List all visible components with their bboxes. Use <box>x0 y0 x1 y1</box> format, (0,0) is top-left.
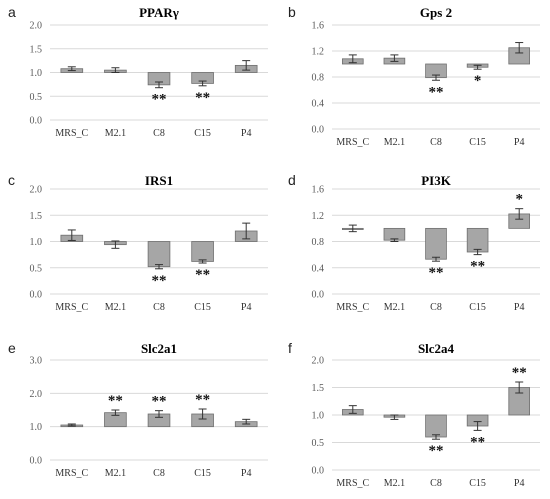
x-tick-label: MRS_C <box>336 137 369 148</box>
chart-panel-b: b Gps 2 0.0 0.4 0.8 1.2 1.6 MRS_C M2.1 C8 ** C15 * P4 <box>288 4 540 148</box>
x-tick-label: M2.1 <box>384 478 405 489</box>
chart-title: PI3K <box>421 173 452 188</box>
y-tick-label: 1.6 <box>312 21 325 32</box>
bar-c8 <box>425 227 447 260</box>
x-tick-label: P4 <box>514 302 525 313</box>
y-tick-label: 0.0 <box>30 456 43 467</box>
bar-c15 <box>191 241 214 262</box>
significance-marker: ** <box>195 90 210 106</box>
y-tick-label: 0.5 <box>30 263 43 274</box>
y-tick-label: 1.6 <box>312 185 325 196</box>
y-tick-label: 1.5 <box>312 383 325 394</box>
chart-title: Gps 2 <box>420 5 452 20</box>
chart-title: PPARγ <box>139 5 179 20</box>
bar-c15 <box>466 227 489 253</box>
significance-marker: * <box>474 73 482 89</box>
x-tick-label: MRS_C <box>336 478 369 489</box>
panel-letter: e <box>8 340 16 356</box>
y-tick-label: 0.8 <box>312 73 325 84</box>
y-tick-label: 1.0 <box>30 422 43 433</box>
x-tick-label: C8 <box>430 478 442 489</box>
y-tick-label: 3.0 <box>30 356 43 367</box>
significance-marker: ** <box>152 394 167 410</box>
panel-letter: c <box>8 172 15 188</box>
y-tick-label: 2.0 <box>30 185 43 196</box>
x-tick-label: C15 <box>194 468 211 479</box>
x-tick-label: M2.1 <box>105 468 126 479</box>
y-tick-label: 1.5 <box>30 211 43 222</box>
x-tick-label: C15 <box>469 478 486 489</box>
y-tick-label: 0.0 <box>312 125 325 136</box>
y-tick-label: 0.4 <box>312 263 325 274</box>
x-tick-label: C8 <box>153 468 165 479</box>
chart-panel-c: c IRS1 0.0 0.5 1.0 1.5 2.0 MRS_C M2.1 C8 ** C15 ** P4 <box>8 172 268 313</box>
chart-title: IRS1 <box>145 173 173 188</box>
x-tick-label: MRS_C <box>55 468 88 479</box>
x-tick-label: MRS_C <box>55 302 88 313</box>
y-tick-label: 2.0 <box>312 356 325 367</box>
significance-marker: ** <box>429 84 444 100</box>
x-tick-label: C15 <box>194 302 211 313</box>
x-tick-label: P4 <box>241 302 252 313</box>
chart-panel-f: f Slc2a4 0.0 0.5 1.0 1.5 2.0 MRS_C M2.1 C8 ** C15 **… <box>288 340 540 489</box>
chart-panel-d: d PI3K 0.0 0.4 0.8 1.2 1.6 MRS_C M2.1 C8 ** C15 ** P4… <box>288 172 540 313</box>
panel-letter: a <box>8 4 16 20</box>
x-tick-label: MRS_C <box>336 302 369 313</box>
chart-title: Slc2a1 <box>141 341 177 356</box>
x-tick-label: MRS_C <box>55 128 88 139</box>
significance-marker: ** <box>108 393 123 409</box>
y-tick-label: 0.4 <box>312 99 325 110</box>
y-tick-label: 0.0 <box>30 116 43 127</box>
significance-marker: ** <box>152 273 167 289</box>
x-tick-label: C8 <box>153 302 165 313</box>
significance-marker: ** <box>429 443 444 459</box>
x-tick-label: C15 <box>194 128 211 139</box>
y-tick-label: 0.5 <box>312 438 325 449</box>
y-tick-label: 0.0 <box>312 466 325 477</box>
y-tick-label: 1.0 <box>312 411 325 422</box>
y-tick-label: 0.0 <box>312 290 325 301</box>
x-tick-label: P4 <box>514 137 525 148</box>
y-tick-label: 1.2 <box>312 47 325 58</box>
x-tick-label: C8 <box>430 137 442 148</box>
significance-marker: ** <box>470 434 485 450</box>
y-tick-label: 0.8 <box>312 237 325 248</box>
panel-letter: b <box>288 4 296 20</box>
x-tick-label: M2.1 <box>384 137 405 148</box>
x-tick-label: P4 <box>241 128 252 139</box>
y-tick-label: 1.0 <box>30 237 43 248</box>
x-tick-label: C15 <box>469 137 486 148</box>
x-tick-label: P4 <box>241 468 252 479</box>
y-tick-label: 2.0 <box>30 389 43 400</box>
x-tick-label: M2.1 <box>105 302 126 313</box>
significance-marker: ** <box>152 92 167 108</box>
bar-c8 <box>147 241 171 268</box>
chart-panel-e: e Slc2a1 0.0 1.0 2.0 3.0 MRS_C M2.1 ** C8 ** C15 ** P… <box>8 340 268 479</box>
panel-letter: f <box>288 340 292 356</box>
chart-title: Slc2a4 <box>418 341 455 356</box>
panel-letter: d <box>288 172 296 188</box>
bar-c8 <box>425 414 447 438</box>
x-tick-label: C15 <box>469 302 486 313</box>
y-tick-label: 0.5 <box>30 92 43 103</box>
chart-panel-a: a PPARγ 0.0 0.5 1.0 1.5 2.0 MRS_C M2.1 C8 ** C15 ** P… <box>8 4 268 139</box>
y-tick-label: 2.0 <box>30 21 43 32</box>
significance-marker: ** <box>512 365 527 381</box>
significance-marker: * <box>515 192 523 208</box>
significance-marker: ** <box>470 259 485 275</box>
y-tick-label: 1.0 <box>30 68 43 79</box>
x-tick-label: M2.1 <box>105 128 126 139</box>
x-tick-label: P4 <box>514 478 525 489</box>
x-tick-label: C8 <box>430 302 442 313</box>
y-tick-label: 1.5 <box>30 44 43 55</box>
y-tick-label: 1.2 <box>312 211 325 222</box>
significance-marker: ** <box>195 267 210 283</box>
y-tick-label: 0.0 <box>30 290 43 301</box>
significance-marker: ** <box>429 265 444 281</box>
significance-marker: ** <box>195 392 210 408</box>
x-tick-label: C8 <box>153 128 165 139</box>
x-tick-label: M2.1 <box>384 302 405 313</box>
